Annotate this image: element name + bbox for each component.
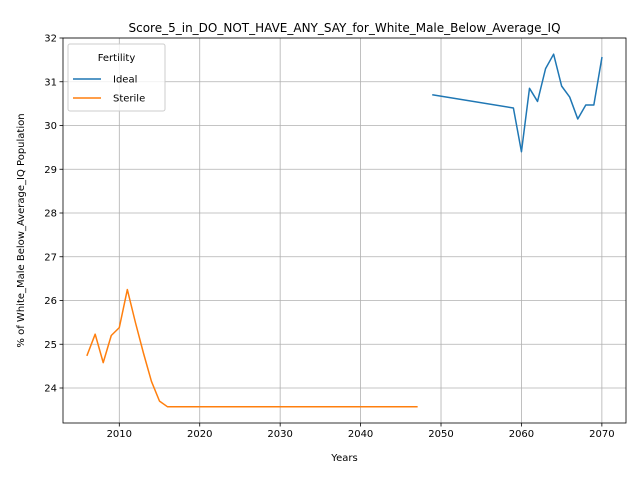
- x-tick-label: 2070: [589, 429, 614, 440]
- series-line-sterile: [86, 288, 418, 408]
- y-tick-label: 29: [44, 165, 57, 176]
- y-tick-label: 27: [44, 252, 57, 263]
- legend-title: Fertility: [98, 53, 136, 64]
- grid: [63, 37, 626, 423]
- legend-box: [67, 43, 166, 112]
- x-tick-label: 2050: [428, 429, 453, 440]
- legend-label-ideal: Ideal: [113, 75, 137, 86]
- legend-label-sterile: Sterile: [113, 94, 145, 105]
- y-axis-label: % of White_Male Below_Average_IQ Populat…: [16, 113, 27, 347]
- y-tick-label: 24: [44, 384, 57, 395]
- x-tick-label: 2040: [348, 429, 373, 440]
- x-tick-label: 2030: [267, 429, 292, 440]
- y-tick-label: 32: [44, 34, 57, 45]
- series-line-ideal: [432, 53, 603, 153]
- y-tick-label: 26: [44, 296, 57, 307]
- legend: Fertility Ideal Sterile: [67, 43, 166, 112]
- y-tick-label: 30: [44, 121, 57, 132]
- legend-items: Ideal Sterile: [73, 75, 145, 105]
- x-axis-label: Years: [330, 453, 357, 464]
- plot-area-frame: [62, 37, 627, 424]
- y-tick-label: 25: [44, 340, 57, 351]
- y-tick-label: 28: [44, 209, 57, 220]
- chart-title: Score_5_in_DO_NOT_HAVE_ANY_SAY_for_White…: [128, 21, 560, 35]
- y-tick-label: 31: [44, 77, 57, 88]
- x-tick-label: 2020: [187, 429, 212, 440]
- series-lines: [86, 53, 603, 408]
- x-tick-label: 2010: [107, 429, 132, 440]
- x-tick-label: 2060: [509, 429, 534, 440]
- axis-ticks: 2010 2020 2030 2040 2050 2060 2070 24 25 26 27 28 29…: [44, 34, 614, 441]
